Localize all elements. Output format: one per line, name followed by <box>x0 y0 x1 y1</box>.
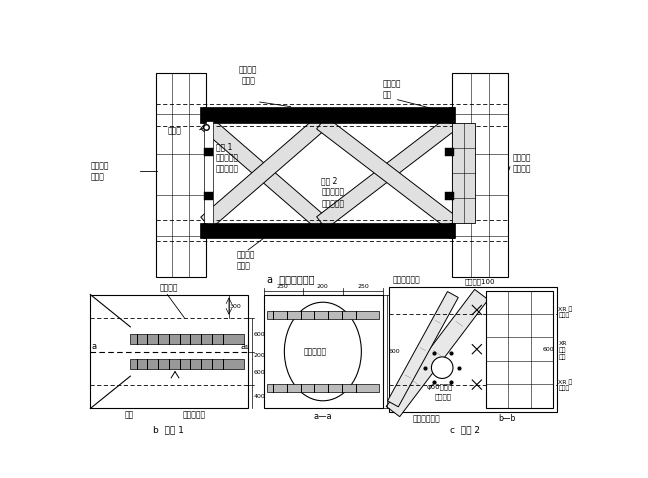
Text: 600: 600 <box>253 370 265 375</box>
Text: 300: 300 <box>229 304 242 309</box>
Ellipse shape <box>284 302 362 401</box>
Text: a₁: a₁ <box>240 342 249 351</box>
Text: 临时连接板: 临时连接板 <box>304 347 327 356</box>
Polygon shape <box>386 289 488 417</box>
Bar <box>449 223 456 239</box>
Bar <box>130 335 244 344</box>
Text: 伸蟀桁架
下弦杆: 伸蟀桁架 下弦杆 <box>237 250 255 270</box>
Text: b—b: b—b <box>498 414 515 423</box>
Text: 现场连接
焊缝: 现场连接 焊缝 <box>383 79 401 99</box>
Bar <box>268 384 379 391</box>
Polygon shape <box>201 117 327 229</box>
Text: 现场焊缝: 现场焊缝 <box>159 283 178 292</box>
Text: 250: 250 <box>357 284 369 289</box>
Text: 虚交点: 虚交点 <box>167 126 181 135</box>
Text: 600: 600 <box>543 347 555 352</box>
Bar <box>445 148 454 156</box>
Polygon shape <box>317 117 457 229</box>
Text: XR
焊后
磨平: XR 焊后 磨平 <box>559 341 567 359</box>
Bar <box>268 312 379 319</box>
Bar <box>200 107 206 123</box>
Text: 400: 400 <box>253 394 265 400</box>
Text: a—a: a—a <box>314 413 332 421</box>
Bar <box>449 107 456 123</box>
Bar <box>445 192 454 200</box>
Text: 伸蟀桁架腹杆: 伸蟀桁架腹杆 <box>412 414 440 423</box>
Polygon shape <box>388 292 458 407</box>
Text: c  节点 2: c 节点 2 <box>450 425 480 435</box>
Bar <box>389 287 557 412</box>
Text: 600: 600 <box>253 332 265 337</box>
Text: 临时连接板: 临时连接板 <box>183 411 206 420</box>
Bar <box>452 123 476 223</box>
Text: φ60的销钉: φ60的销钉 <box>427 383 453 390</box>
Text: 伸蟀桁架
上弦杆: 伸蟀桁架 上弦杆 <box>239 65 257 85</box>
Text: 200: 200 <box>317 284 329 289</box>
Bar <box>203 120 213 223</box>
Text: a: a <box>92 342 97 351</box>
Text: 销轴连接: 销轴连接 <box>435 393 452 400</box>
Text: 节点 1
伸蟀桁架弦
杆临时连接: 节点 1 伸蟀桁架弦 杆临时连接 <box>216 142 239 173</box>
Bar <box>203 148 213 156</box>
Bar <box>200 223 206 239</box>
Bar <box>486 291 553 408</box>
Text: a  伸蟀桁架剪面: a 伸蟀桁架剪面 <box>267 274 314 284</box>
Text: XR 焊
后磨平: XR 焊 后磨平 <box>559 306 573 318</box>
Text: 伸蟀桁架弦杆: 伸蟀桁架弦杆 <box>393 275 421 284</box>
Bar <box>203 192 213 200</box>
Bar <box>203 107 454 123</box>
Text: 柱壁: 柱壁 <box>125 411 134 420</box>
Text: 外筒框架
鈢管柱: 外筒框架 鈢管柱 <box>90 161 109 181</box>
Bar <box>203 223 454 239</box>
Polygon shape <box>201 117 327 229</box>
Text: b  节点 1: b 节点 1 <box>154 425 184 435</box>
Bar <box>90 294 248 409</box>
Bar <box>452 73 507 277</box>
Bar <box>130 359 244 369</box>
Text: 250: 250 <box>277 284 289 289</box>
Circle shape <box>432 357 453 379</box>
Text: 节点 2
伸蟀桁架腹
杆临时连接: 节点 2 伸蟀桁架腹 杆临时连接 <box>321 177 345 208</box>
Polygon shape <box>317 117 457 229</box>
Text: 现场焊缝100: 现场焊缝100 <box>465 278 495 284</box>
Text: 200: 200 <box>253 353 265 358</box>
Text: XR 焊
后磨平: XR 焊 后磨平 <box>559 379 573 391</box>
Bar <box>264 294 383 409</box>
Bar <box>156 73 206 277</box>
Text: 核心筒框
架鈢管柱: 核心筒框 架鈢管柱 <box>513 153 531 174</box>
Text: 600: 600 <box>388 349 400 354</box>
